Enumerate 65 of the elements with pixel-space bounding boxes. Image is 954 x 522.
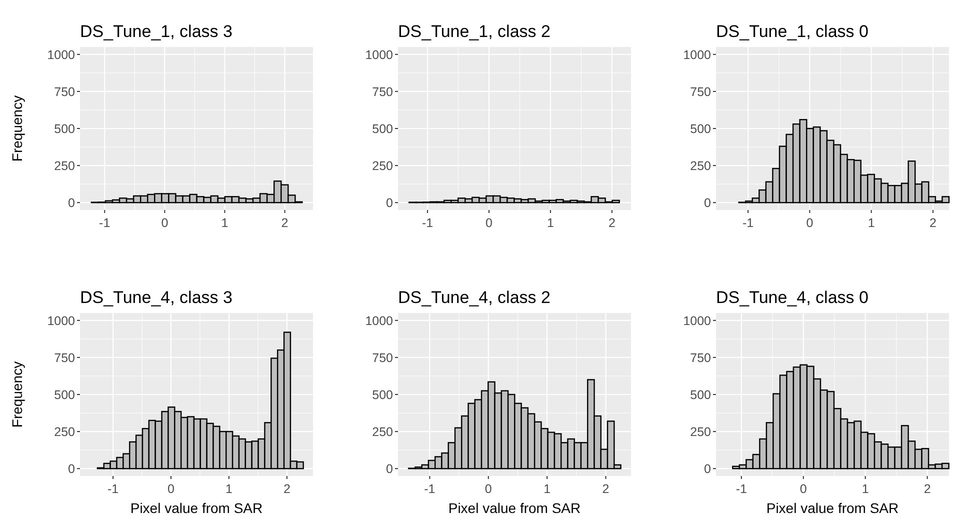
x-tick-label: 1 (862, 482, 869, 496)
y-tick-label: 750 (54, 350, 76, 365)
y-tick-label: 250 (372, 158, 394, 173)
y-tick-label: 1000 (365, 48, 394, 62)
x-axis-title: Pixel value from SAR (448, 500, 581, 516)
x-tick-label: 2 (602, 482, 610, 496)
x-tick-label: 0 (168, 482, 175, 496)
x-axis-title: Pixel value from SAR (766, 500, 899, 516)
y-axis-title: Frequency (9, 95, 25, 162)
x-tick-label: 0 (486, 216, 493, 230)
x-tick-label: 0 (806, 216, 814, 230)
y-tick-label: 250 (690, 424, 712, 439)
x-tick-label: 0 (800, 482, 807, 496)
y-tick-label: 1000 (683, 314, 712, 328)
x-tick-label: 1 (868, 216, 875, 230)
x-tick-label: 2 (281, 216, 288, 230)
x-axis-title: Pixel value from SAR (130, 500, 263, 516)
y-tick-label: 0 (704, 196, 712, 210)
y-tick-label: 1000 (47, 314, 76, 328)
y-tick-label: 1000 (683, 48, 712, 62)
y-tick-label: 750 (54, 84, 76, 99)
x-tick-label: 2 (608, 216, 616, 230)
y-tick-label: 250 (372, 424, 394, 439)
y-tick-label: 0 (386, 462, 394, 476)
chart-title: DS_Tune_1, class 3 (80, 22, 232, 41)
chart-title: DS_Tune_4, class 0 (716, 288, 868, 307)
x-tick-label: -1 (99, 216, 110, 230)
y-tick-label: 0 (68, 196, 76, 210)
y-tick-label: 0 (386, 196, 394, 210)
x-tick-label: -1 (736, 482, 748, 496)
x-tick-label: 1 (544, 482, 551, 496)
y-tick-label: 1000 (365, 314, 394, 328)
y-tick-label: 750 (372, 84, 394, 99)
x-tick-label: 0 (161, 216, 168, 230)
x-tick-label: 1 (221, 216, 228, 230)
chart-title: DS_Tune_1, class 0 (716, 22, 868, 41)
x-tick-label: 2 (283, 482, 290, 496)
y-tick-label: 0 (68, 462, 76, 476)
x-tick-label: -1 (422, 216, 434, 230)
x-tick-label: 1 (225, 482, 232, 496)
y-tick-label: 1000 (47, 48, 76, 62)
y-tick-label: 250 (54, 158, 76, 173)
x-tick-label: 0 (484, 482, 492, 496)
y-tick-label: 0 (704, 462, 712, 476)
x-tick-label: -1 (424, 482, 436, 496)
x-tick-label: 2 (929, 216, 936, 230)
x-tick-label: 1 (546, 216, 554, 230)
y-tick-label: 500 (54, 388, 76, 402)
y-tick-label: 500 (372, 388, 394, 402)
y-tick-label: 500 (690, 388, 712, 402)
y-tick-label: 250 (54, 424, 76, 439)
y-axis-title: Frequency (9, 361, 25, 428)
y-tick-label: 500 (372, 122, 394, 136)
x-tick-label: 2 (924, 482, 931, 496)
chart-title: DS_Tune_4, class 2 (398, 288, 550, 307)
x-tick-label: -1 (742, 216, 754, 230)
y-tick-label: 250 (690, 158, 712, 173)
y-tick-label: 500 (54, 122, 76, 136)
x-tick-label: -1 (107, 482, 119, 496)
chart-title: DS_Tune_4, class 3 (80, 288, 232, 307)
y-tick-label: 750 (372, 350, 394, 365)
y-tick-label: 750 (690, 350, 712, 365)
y-tick-label: 500 (690, 122, 712, 136)
y-tick-label: 750 (690, 84, 712, 99)
chart-title: DS_Tune_1, class 2 (398, 22, 550, 41)
